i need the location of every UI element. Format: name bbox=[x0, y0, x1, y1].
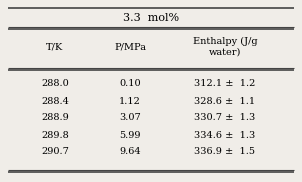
Text: 1.12: 1.12 bbox=[119, 96, 141, 106]
Text: 0.10: 0.10 bbox=[119, 78, 141, 88]
Text: 288.9: 288.9 bbox=[41, 114, 69, 122]
Text: P/MPa: P/MPa bbox=[114, 43, 146, 52]
Text: 3.3  mol%: 3.3 mol% bbox=[123, 13, 179, 23]
Text: 3.07: 3.07 bbox=[119, 114, 141, 122]
Text: 9.64: 9.64 bbox=[119, 147, 141, 157]
Text: T/K: T/K bbox=[47, 43, 64, 52]
Text: 328.6 ±  1.1: 328.6 ± 1.1 bbox=[194, 96, 255, 106]
Text: 288.4: 288.4 bbox=[41, 96, 69, 106]
Text: Enthalpy (J/g
water): Enthalpy (J/g water) bbox=[193, 37, 257, 57]
Text: 5.99: 5.99 bbox=[119, 130, 141, 139]
Text: 336.9 ±  1.5: 336.9 ± 1.5 bbox=[194, 147, 255, 157]
Text: 312.1 ±  1.2: 312.1 ± 1.2 bbox=[194, 78, 256, 88]
Text: 288.0: 288.0 bbox=[41, 78, 69, 88]
Text: 330.7 ±  1.3: 330.7 ± 1.3 bbox=[194, 114, 255, 122]
Text: 290.7: 290.7 bbox=[41, 147, 69, 157]
Text: 334.6 ±  1.3: 334.6 ± 1.3 bbox=[194, 130, 255, 139]
Text: 289.8: 289.8 bbox=[41, 130, 69, 139]
